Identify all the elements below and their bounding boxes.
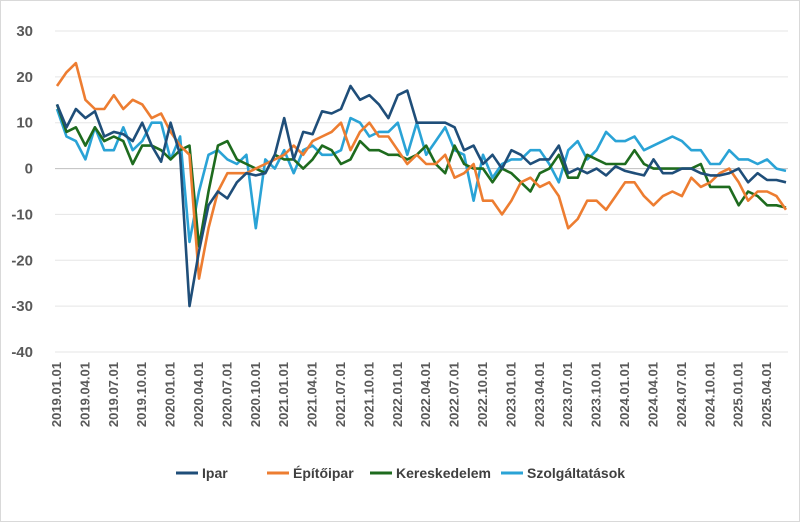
x-tick-label: 2024.04.01 [645, 362, 660, 427]
x-tick-label: 2022.10.01 [475, 362, 490, 427]
y-tick-label: -30 [11, 298, 33, 315]
x-tick-label: 2021.07.01 [333, 362, 348, 427]
y-tick-label: 20 [16, 69, 33, 86]
x-tick-label: 2023.07.01 [560, 362, 575, 427]
legend-label: Szolgáltatások [527, 465, 625, 481]
x-tick-label: 2021.04.01 [305, 362, 320, 427]
series-lines [55, 61, 788, 308]
x-tick-label: 2024.10.01 [702, 362, 717, 427]
y-tick-label: 30 [16, 23, 33, 40]
x-tick-label: 2023.01.01 [503, 362, 518, 427]
x-tick-label: 2019.01.01 [49, 362, 64, 427]
gridlines [55, 30, 788, 353]
x-axis-ticks: 2019.01.01 2019.04.01 2019.07.01 2019.10.01… [49, 362, 774, 427]
series-line-4 [55, 108, 787, 244]
x-tick-label: 2021.01.01 [276, 362, 291, 427]
x-tick-label: 2020.01.01 [163, 362, 178, 427]
x-tick-label: 2022.07.01 [447, 362, 462, 427]
x-tick-label: 2020.10.01 [248, 362, 263, 427]
series-line-1 [55, 84, 787, 308]
x-tick-label: 2024.01.01 [617, 362, 632, 427]
y-axis-ticks: 30 20 10 0 -10 -20 -30 -40 [11, 23, 33, 361]
x-tick-label: 2023.04.01 [532, 362, 547, 427]
x-tick-label: 2022.04.01 [418, 362, 433, 427]
x-tick-label: 2024.07.01 [674, 362, 689, 427]
x-tick-label: 2023.10.01 [589, 362, 604, 427]
y-tick-label: -20 [11, 252, 33, 269]
x-tick-label: 2025.04.01 [759, 362, 774, 427]
y-tick-label: -10 [11, 206, 33, 223]
legend-label: Ipar [202, 465, 228, 481]
x-tick-label: 2020.07.01 [219, 362, 234, 427]
y-tick-label: -40 [11, 344, 33, 361]
x-tick-label: 2022.01.01 [390, 362, 405, 427]
x-tick-label: 2019.07.01 [106, 362, 121, 427]
x-tick-label: 2020.04.01 [191, 362, 206, 427]
x-tick-label: 2019.04.01 [77, 362, 92, 427]
legend-label: Építőipar [293, 465, 354, 481]
legend: Ipar Építőipar Kereskedelem Szolgáltatások [176, 465, 625, 481]
y-tick-label: 0 [25, 161, 33, 178]
y-tick-label: 10 [16, 115, 33, 132]
x-tick-label: 2021.10.01 [361, 362, 376, 427]
series-line-2 [55, 61, 788, 280]
legend-label: Kereskedelem [396, 465, 491, 481]
x-tick-label: 2025.01.01 [731, 362, 746, 427]
x-tick-label: 2019.10.01 [134, 362, 149, 427]
